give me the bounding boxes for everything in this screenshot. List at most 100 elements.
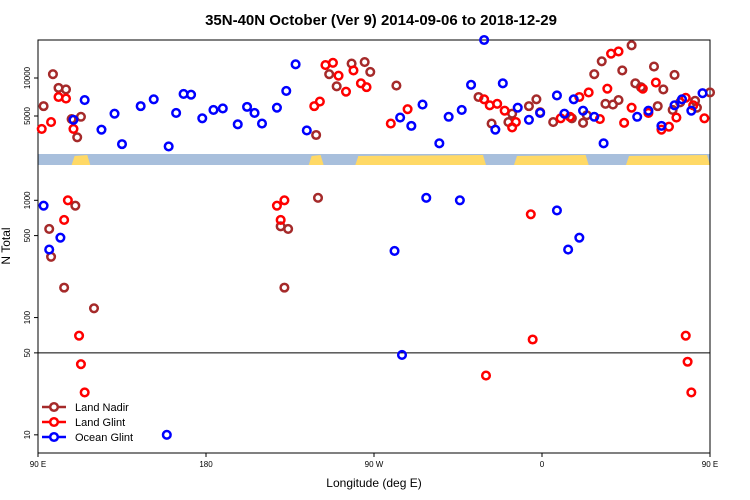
data-point bbox=[256, 118, 268, 129]
y-axis-bottom: 10 50 100 500 1000 bbox=[23, 191, 38, 439]
data-point bbox=[359, 56, 370, 68]
x-axis-label: Longitude (deg E) bbox=[326, 476, 421, 490]
data-point bbox=[525, 209, 536, 220]
data-point bbox=[68, 123, 79, 134]
data-point bbox=[523, 101, 534, 112]
data-point bbox=[643, 105, 654, 116]
legend-item: Ocean Glint bbox=[42, 431, 133, 444]
y-axis-label: N Total bbox=[0, 227, 13, 264]
data-point bbox=[454, 195, 465, 206]
data-point bbox=[602, 83, 613, 94]
data-point bbox=[688, 100, 699, 111]
data-point bbox=[348, 65, 359, 76]
legend-marker bbox=[48, 431, 60, 443]
data-point bbox=[479, 94, 490, 105]
data-point bbox=[59, 282, 70, 293]
data-point bbox=[563, 244, 574, 255]
legend-label: Ocean Glint bbox=[75, 432, 133, 444]
data-point bbox=[275, 214, 286, 225]
data-point bbox=[311, 129, 322, 141]
data-point bbox=[686, 387, 697, 398]
data-point bbox=[396, 349, 408, 360]
data-point bbox=[699, 113, 710, 124]
y-tick-label: 500 bbox=[23, 228, 32, 242]
data-point bbox=[74, 330, 85, 341]
data-point bbox=[613, 94, 624, 106]
data-point bbox=[492, 98, 503, 109]
data-point bbox=[421, 192, 432, 203]
data-point bbox=[232, 119, 243, 130]
data-point bbox=[443, 111, 454, 122]
data-point bbox=[75, 359, 86, 370]
y-tick-label: 100 bbox=[23, 310, 32, 324]
data-point bbox=[680, 330, 691, 341]
data-point bbox=[512, 102, 523, 113]
data-point bbox=[301, 125, 312, 136]
data-point bbox=[361, 82, 372, 93]
land-band bbox=[71, 155, 91, 165]
data-point bbox=[589, 69, 600, 80]
data-point bbox=[510, 117, 521, 128]
data-point bbox=[578, 105, 589, 116]
y-tick-label: 50 bbox=[23, 348, 32, 357]
data-point bbox=[596, 56, 607, 67]
data-point bbox=[391, 80, 402, 91]
data-point bbox=[60, 84, 72, 95]
data-point bbox=[279, 195, 290, 206]
y-tick-label: 5000 bbox=[23, 107, 32, 125]
data-point bbox=[686, 105, 697, 116]
data-point bbox=[613, 46, 624, 57]
data-point bbox=[46, 117, 57, 128]
data-point bbox=[682, 356, 693, 367]
data-point bbox=[171, 107, 182, 119]
data-point bbox=[161, 429, 172, 440]
data-point bbox=[314, 96, 325, 107]
legend-marker bbox=[48, 401, 60, 413]
data-point bbox=[327, 57, 338, 68]
series-land-nadir bbox=[38, 40, 716, 314]
data-point bbox=[197, 113, 208, 124]
data-point bbox=[60, 93, 72, 104]
data-point bbox=[290, 59, 301, 70]
data-point bbox=[340, 86, 352, 97]
data-point bbox=[617, 65, 628, 76]
x-tick-label: 90 E bbox=[30, 460, 46, 469]
data-point bbox=[406, 120, 417, 131]
data-point bbox=[548, 117, 559, 128]
data-point bbox=[559, 108, 570, 119]
data-point bbox=[589, 111, 600, 122]
data-point bbox=[671, 112, 682, 123]
y-axis-top: 5000 10000 bbox=[23, 66, 38, 125]
data-point bbox=[333, 70, 344, 81]
data-point bbox=[578, 117, 589, 128]
data-point bbox=[656, 120, 667, 131]
data-point bbox=[38, 101, 49, 112]
data-point bbox=[527, 334, 538, 345]
data-point bbox=[466, 79, 477, 90]
y-tick-label: 1000 bbox=[23, 191, 32, 209]
data-point bbox=[163, 141, 174, 152]
data-point bbox=[47, 69, 58, 80]
data-point bbox=[271, 102, 282, 113]
data-point bbox=[650, 77, 661, 88]
data-point bbox=[135, 101, 146, 112]
data-point bbox=[208, 104, 219, 115]
data-point bbox=[96, 124, 107, 135]
data-point bbox=[331, 81, 342, 92]
data-point bbox=[365, 66, 376, 77]
data-point bbox=[389, 245, 400, 256]
chart-title: 35N-40N October (Ver 9) 2014-09-06 to 20… bbox=[205, 12, 557, 29]
data-point bbox=[283, 223, 294, 234]
legend-label: Land Nadir bbox=[75, 402, 129, 414]
data-point bbox=[648, 61, 660, 72]
data-point bbox=[598, 138, 609, 149]
data-point bbox=[55, 232, 66, 243]
data-point bbox=[395, 112, 406, 123]
data-point bbox=[62, 195, 73, 206]
data-point bbox=[480, 370, 492, 381]
data-point bbox=[249, 107, 260, 119]
land-band bbox=[308, 155, 324, 165]
data-point bbox=[242, 101, 253, 112]
data-point bbox=[217, 103, 228, 114]
